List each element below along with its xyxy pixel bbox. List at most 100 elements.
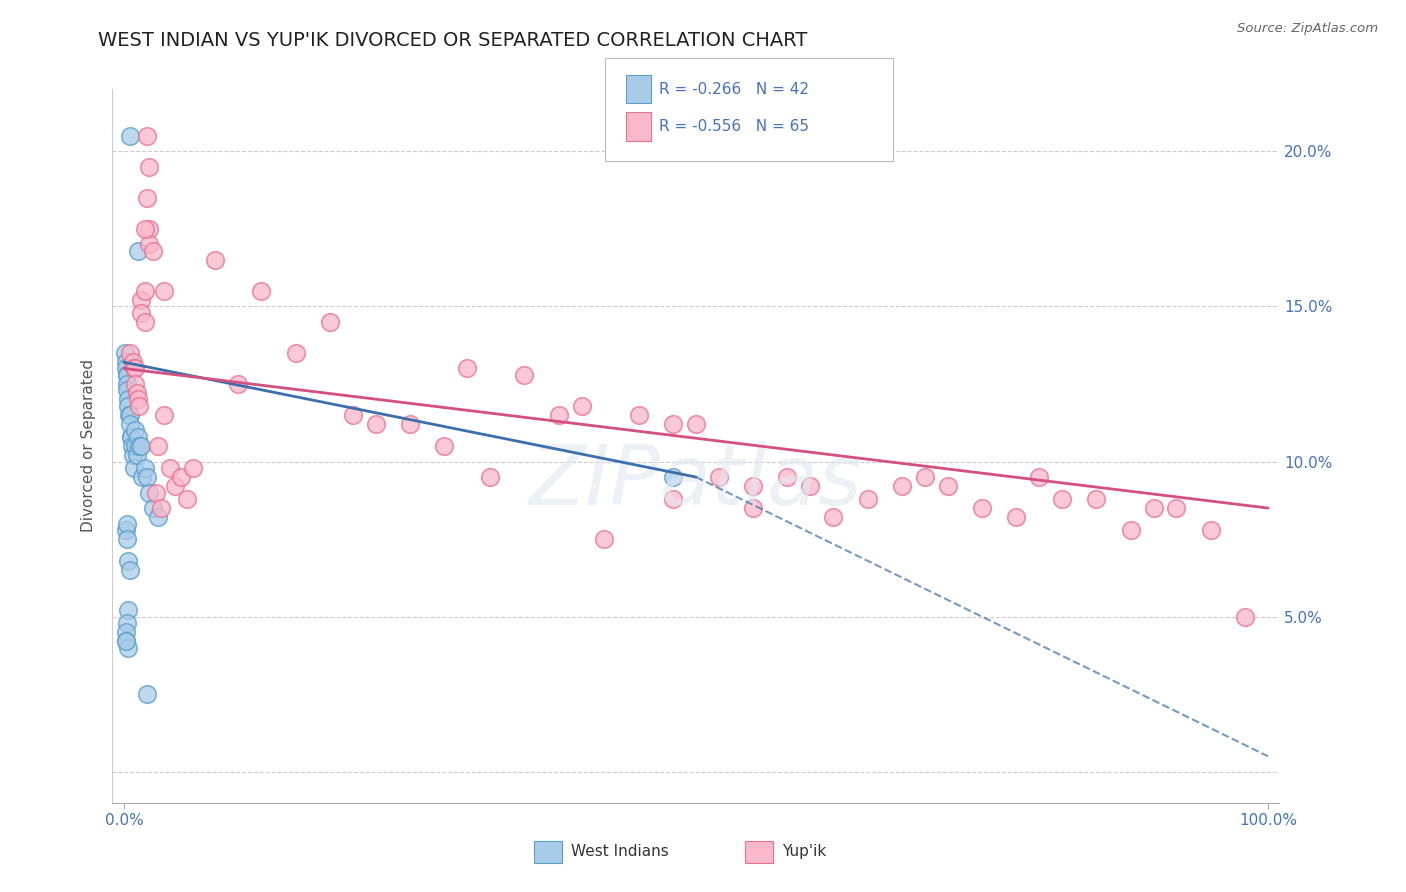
Point [117,376,139,391]
Point [1234,609,1257,624]
Point [129,305,152,319]
Point [138,485,160,500]
Point [115,361,138,376]
Text: ZIPatlas: ZIPatlas [529,442,863,522]
Point [117,554,139,568]
Point [118,346,141,360]
Text: Yup'ik: Yup'ik [782,845,825,859]
Point [342,408,364,422]
Point [627,408,650,422]
Point [145,485,167,500]
Point [131,470,153,484]
Point [148,510,170,524]
Point [135,191,157,205]
Point [662,417,685,432]
Point [204,252,226,267]
Point [117,603,139,617]
Point [115,523,138,537]
Point [125,386,148,401]
Text: R = -0.266   N = 42: R = -0.266 N = 42 [659,82,810,96]
Point [127,244,149,258]
Point [456,361,478,376]
Point [662,470,685,484]
Y-axis label: Divorced or Separated: Divorced or Separated [80,359,96,533]
Point [120,417,142,432]
Point [742,479,765,493]
Point [118,563,141,577]
Point [129,439,152,453]
Text: WEST INDIAN VS YUP'IK DIVORCED OR SEPARATED CORRELATION CHART: WEST INDIAN VS YUP'IK DIVORCED OR SEPARA… [98,31,808,50]
Point [159,460,181,475]
Point [1028,470,1050,484]
Point [547,408,569,422]
Point [1085,491,1108,506]
Point [181,460,204,475]
Point [121,439,143,453]
Text: R = -0.556   N = 65: R = -0.556 N = 65 [659,120,810,134]
Point [122,448,145,462]
Point [165,479,187,493]
Point [135,128,157,143]
Point [1199,523,1222,537]
Point [970,501,993,516]
Point [799,479,821,493]
Point [593,532,616,546]
Point [124,424,146,438]
Point [128,399,150,413]
Point [228,376,250,391]
Point [138,222,160,236]
Point [115,615,138,630]
Point [118,408,141,422]
Point [1005,510,1028,524]
Point [153,284,176,298]
Point [134,315,156,329]
Point [127,392,149,407]
Point [114,346,136,360]
Point [114,634,136,648]
Point [138,160,160,174]
Point [134,460,156,475]
Point [120,430,142,444]
Point [742,501,765,516]
Point [1050,491,1073,506]
Point [1142,501,1164,516]
Point [122,460,145,475]
Point [124,376,146,391]
Point [176,491,198,506]
Point [707,470,730,484]
Text: West Indians: West Indians [571,845,669,859]
Point [115,368,138,382]
Point [513,368,536,382]
Point [364,417,387,432]
Point [122,355,145,369]
Point [124,361,146,376]
Point [571,399,593,413]
Point [122,361,145,376]
Point [117,640,139,655]
Point [117,532,139,546]
Point [319,315,342,329]
Point [117,368,139,382]
Point [149,501,172,516]
Point [433,439,456,453]
Point [135,687,157,701]
Point [127,430,149,444]
Point [117,392,139,407]
Text: Source: ZipAtlas.com: Source: ZipAtlas.com [1237,22,1378,36]
Point [118,128,141,143]
Point [135,470,157,484]
Point [120,430,142,444]
Point [776,470,799,484]
Point [128,439,150,453]
Point [685,417,707,432]
Point [936,479,959,493]
Point [125,448,148,462]
Point [153,408,176,422]
Point [141,501,163,516]
Point [115,625,138,640]
Point [124,439,146,453]
Point [250,284,273,298]
Point [129,293,152,308]
Point [141,244,163,258]
Point [134,284,156,298]
